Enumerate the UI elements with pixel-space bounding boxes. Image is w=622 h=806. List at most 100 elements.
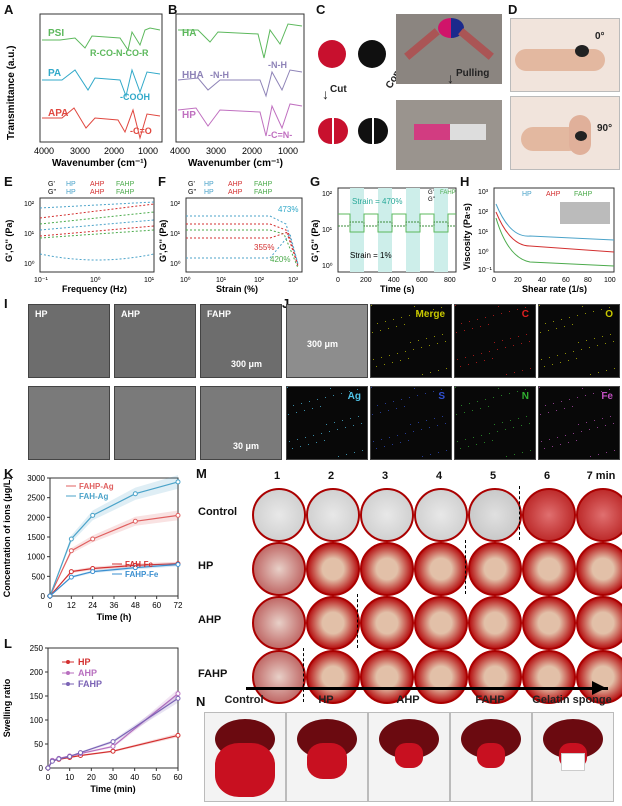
eds-signal-dot [376, 448, 377, 449]
hemostasis-photo [204, 712, 286, 802]
eds-signal-dot [345, 427, 346, 428]
eds-signal-dot [421, 429, 422, 430]
scalebar-30um: 30 μm [233, 441, 260, 451]
panel-e-frequency-sweep: G' HP AHP FAHP G'' HP AHP FAHP 10² 10¹ 1… [4, 181, 155, 294]
eds-signal-dot [457, 441, 458, 442]
eds-tile-label: N [521, 391, 529, 402]
b-xtick-3: 1000 [278, 146, 298, 156]
eds-signal-dot [456, 332, 457, 333]
eds-signal-dot [557, 355, 558, 356]
x-tick-label: 36 [110, 601, 119, 610]
eds-signal-dot [572, 406, 573, 407]
data-point [175, 512, 181, 518]
eds-signal-dot [321, 433, 322, 434]
eds-signal-dot [530, 450, 531, 451]
eds-signal-dot [429, 427, 430, 428]
legend-label: FAHP [78, 679, 102, 689]
eds-signal-dot [472, 410, 473, 411]
panel-label-j: J [282, 296, 289, 311]
eds-signal-dot [372, 332, 373, 333]
chart-ylabel: Swelling ratio [2, 678, 12, 737]
time-column-label: 5 [489, 470, 497, 482]
f-annotation-420: 420% [270, 255, 290, 264]
eds-signal-dot [388, 328, 389, 329]
sem-ahp-zoom [114, 386, 196, 460]
x-tick-label: 50 [152, 773, 161, 782]
data-point [56, 756, 62, 762]
eds-signal-dot [582, 388, 583, 389]
e-ytick-1: 10¹ [24, 231, 35, 238]
sem-hp: HP [28, 304, 110, 378]
petri-dish [360, 542, 414, 596]
eds-tile-label: Merge [415, 309, 445, 320]
eds-signal-dot [446, 368, 447, 369]
eds-signal-dot [593, 311, 594, 312]
eds-signal-dot [489, 351, 490, 352]
g-ytick-1: 10¹ [322, 227, 333, 234]
x-tick-label: 60 [174, 773, 183, 782]
eds-signal-dot [371, 387, 372, 388]
series-line [49, 563, 179, 597]
eds-signal-dot [361, 423, 362, 424]
eds-signal-dot [384, 364, 385, 365]
eds-signal-dot [401, 399, 402, 400]
sem-ahp: AHP [114, 304, 196, 378]
eds-signal-dot [569, 317, 570, 318]
eds-tile-label: O [605, 309, 613, 320]
x-tick-label: 30 [109, 773, 118, 782]
eds-signal-dot [342, 420, 343, 421]
eds-signal-dot [404, 324, 405, 325]
clotting-boundary [465, 540, 466, 594]
eds-signal-dot [576, 358, 577, 359]
eds-signal-dot [430, 372, 431, 373]
eds-tile: 300 μm [286, 304, 368, 378]
eds-signal-dot [594, 338, 595, 339]
panel-g-step-strain: Strain = 470% Strain = 1% G' G'' FAHP 10… [310, 187, 457, 294]
eds-signal-dot [586, 422, 587, 423]
eds-signal-dot [422, 456, 423, 457]
annotation-cooh: -COOH [120, 92, 150, 102]
eds-signal-dot [518, 336, 519, 337]
h-ytick-1: 10⁰ [478, 248, 489, 256]
eds-signal-dot [610, 416, 611, 417]
eds-tile: C [454, 304, 536, 378]
eds-signal-dot [493, 315, 494, 316]
eds-signal-dot [457, 359, 458, 360]
eds-signal-dot [589, 429, 590, 430]
eds-tile-label: C [521, 309, 529, 320]
eds-signal-dot [509, 311, 510, 312]
row-label-ahp: AHP [198, 614, 222, 626]
eds-signal-dot [401, 317, 402, 318]
eds-signal-dot [521, 343, 522, 344]
data-point [78, 750, 83, 756]
data-point [175, 695, 181, 701]
eds-signal-dot [484, 360, 485, 361]
eds-signal-dot [556, 410, 557, 411]
y-tick-label: 3000 [27, 474, 45, 483]
g-xtick-2: 400 [388, 277, 400, 284]
chart-ylabel: Concentration of ions (μg/L) [2, 477, 12, 598]
g-legend-gdprime: G'' [428, 197, 435, 203]
eds-signal-dot [529, 341, 530, 342]
eds-signal-dot [437, 343, 438, 344]
eds-signal-dot [613, 341, 614, 342]
eds-signal-dot [410, 342, 411, 343]
eds-signal-dot [400, 442, 401, 443]
eds-signal-dot [494, 424, 495, 425]
data-point [90, 512, 96, 518]
eds-signal-dot [317, 399, 318, 400]
data-point [175, 732, 181, 738]
eds-signal-dot [380, 330, 381, 331]
h-xtick-1: 20 [514, 277, 522, 284]
legend-label: HP [78, 657, 91, 667]
eds-signal-dot [564, 408, 565, 409]
eds-signal-dot [498, 306, 499, 307]
data-point [49, 758, 55, 764]
petri-dish [414, 596, 468, 650]
eds-tile: O [538, 304, 620, 378]
eds-signal-dot [605, 343, 606, 344]
eds-signal-dot [541, 441, 542, 442]
blood-pool [307, 743, 347, 779]
a-xtick-3: 1000 [138, 146, 158, 156]
eds-signal-dot [597, 427, 598, 428]
